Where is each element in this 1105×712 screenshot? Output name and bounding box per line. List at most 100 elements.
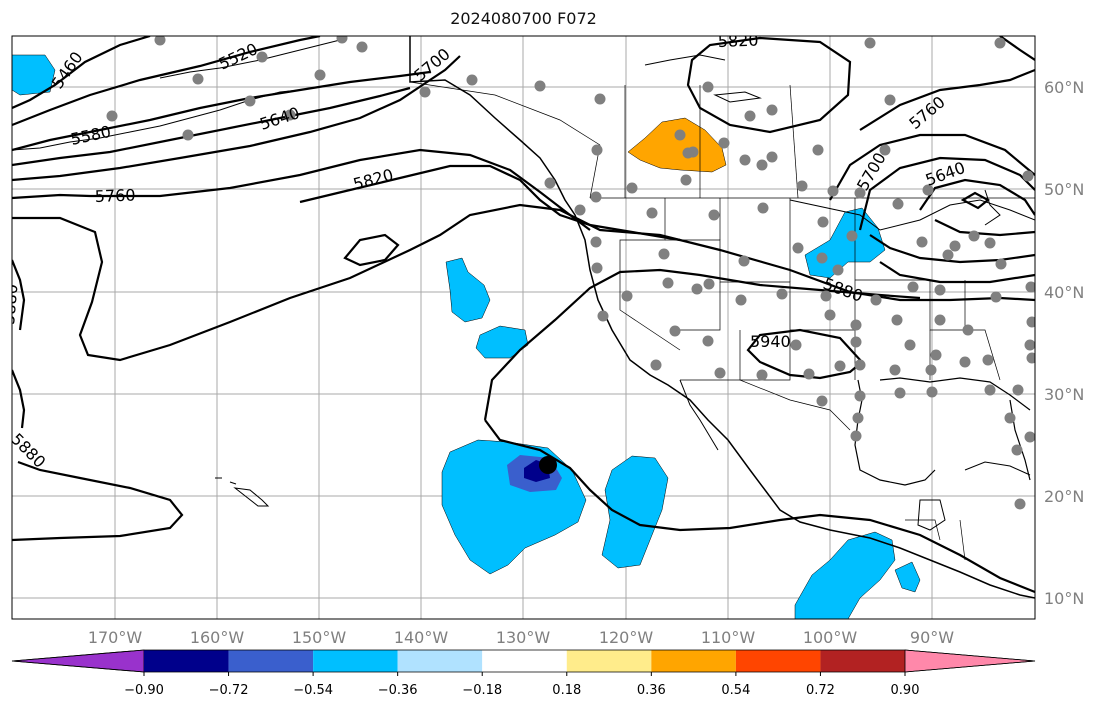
station-dot — [419, 86, 431, 98]
contour-label: 5820 — [717, 31, 758, 51]
station-dot — [590, 191, 602, 203]
colorbar-tick-label: −0.18 — [462, 683, 502, 698]
station-dot — [870, 294, 882, 306]
station-dot — [591, 262, 603, 274]
station-dot — [154, 36, 166, 46]
station-dot — [889, 364, 901, 376]
contour-5880-west2 — [12, 259, 26, 331]
position-marker[interactable] — [539, 456, 557, 474]
station-dot — [832, 264, 844, 276]
contour-closed-small — [343, 233, 400, 267]
station-dot — [968, 230, 980, 242]
latitude-label: 30°N — [1044, 385, 1084, 404]
longitude-label: 160°W — [190, 628, 245, 647]
blue-region-central-america — [794, 531, 896, 619]
contour-label: 5880 — [0, 283, 22, 325]
longitude-label: 120°W — [599, 628, 654, 647]
station-dot — [962, 324, 974, 336]
station-dot — [926, 386, 938, 398]
colorbar-segment — [397, 650, 483, 672]
low-ring-6 — [879, 261, 1035, 284]
colorbar-tick-label: −0.36 — [378, 683, 418, 698]
latitude-labels: 60°N 50°N 40°N 30°N 20°N 10°N — [1044, 78, 1084, 608]
station-dot — [922, 184, 934, 196]
station-dot — [894, 387, 906, 399]
colorbar-tick-labels: −0.90 −0.72 −0.54 −0.36 −0.18 0.18 0.36 0.54 0.7… — [124, 672, 919, 698]
station-dot — [284, 109, 296, 121]
station-dot — [1025, 281, 1035, 293]
station-dot — [803, 368, 815, 380]
station-dot — [776, 288, 788, 300]
latitude-label: 10°N — [1044, 589, 1084, 608]
station-dot — [590, 236, 602, 248]
station-dot — [990, 291, 1002, 303]
contour-5820 — [299, 164, 681, 242]
contour-label: 5760 — [94, 186, 135, 206]
colorbar-segment — [820, 650, 905, 672]
longitude-label: 100°W — [803, 628, 858, 647]
station-dot — [796, 180, 808, 192]
station-dot — [336, 36, 348, 44]
longitude-labels: 170°W 160°W 150°W 140°W 130°W 120°W 110°W 100°W… — [88, 628, 954, 647]
station-dot — [256, 51, 268, 63]
contour-5580 — [12, 70, 431, 152]
stations — [106, 36, 1035, 510]
station-dot — [691, 283, 703, 295]
contour-5880-loop-bottom — [484, 419, 1035, 594]
station-dot — [934, 284, 946, 296]
contour-5820-north — [686, 36, 852, 134]
station-dot — [1012, 384, 1024, 396]
station-dot — [892, 198, 904, 210]
station-dot — [850, 336, 862, 348]
station-dot — [812, 144, 824, 156]
station-dot — [834, 360, 846, 372]
station-dot — [192, 73, 204, 85]
colorbar-tick-label: 0.54 — [721, 683, 750, 698]
station-dot — [824, 309, 836, 321]
station-dot — [466, 74, 478, 86]
station-dot — [714, 367, 726, 379]
latitude-label: 20°N — [1044, 487, 1084, 506]
station-dot — [669, 325, 681, 337]
station-dot — [884, 94, 896, 106]
station-dot — [864, 37, 876, 49]
station-dot — [984, 237, 996, 249]
colorbar-segment — [228, 650, 314, 672]
station-dot — [703, 278, 715, 290]
station-dot — [597, 310, 609, 322]
station-dot — [1011, 444, 1023, 456]
station-dot — [591, 144, 603, 156]
latitude-label: 60°N — [1044, 78, 1084, 97]
station-dot — [817, 216, 829, 228]
station-dot — [1026, 316, 1035, 328]
station-dot — [1004, 412, 1016, 424]
colorbar-extend-right — [904, 649, 1036, 673]
station-dot — [621, 290, 633, 302]
station-dot — [674, 129, 686, 141]
longitude-label: 140°W — [394, 628, 449, 647]
station-dot — [925, 364, 937, 376]
contour-5880-pac — [12, 369, 26, 429]
colorbar-tick-label: −0.72 — [209, 683, 249, 698]
coastlines — [12, 36, 1035, 599]
station-dot — [850, 430, 862, 442]
station-dot — [891, 314, 903, 326]
station-dot — [984, 384, 996, 396]
station-dot — [757, 202, 769, 214]
contour-5520 — [12, 36, 321, 127]
station-dot — [942, 249, 954, 261]
low-ring-5 — [869, 234, 1035, 264]
station-dot — [816, 252, 828, 264]
station-dot — [738, 255, 750, 267]
colorbar — [11, 649, 1036, 673]
station-dot — [949, 240, 961, 252]
station-dot — [982, 354, 994, 366]
station-dot — [854, 187, 866, 199]
contour-5460 — [12, 36, 151, 110]
station-dot — [244, 95, 256, 107]
blue-region-pacific-north — [445, 257, 491, 323]
blue-region-mexico-offshore — [601, 455, 669, 569]
colorbar-segment — [144, 650, 229, 672]
station-dot — [766, 151, 778, 163]
